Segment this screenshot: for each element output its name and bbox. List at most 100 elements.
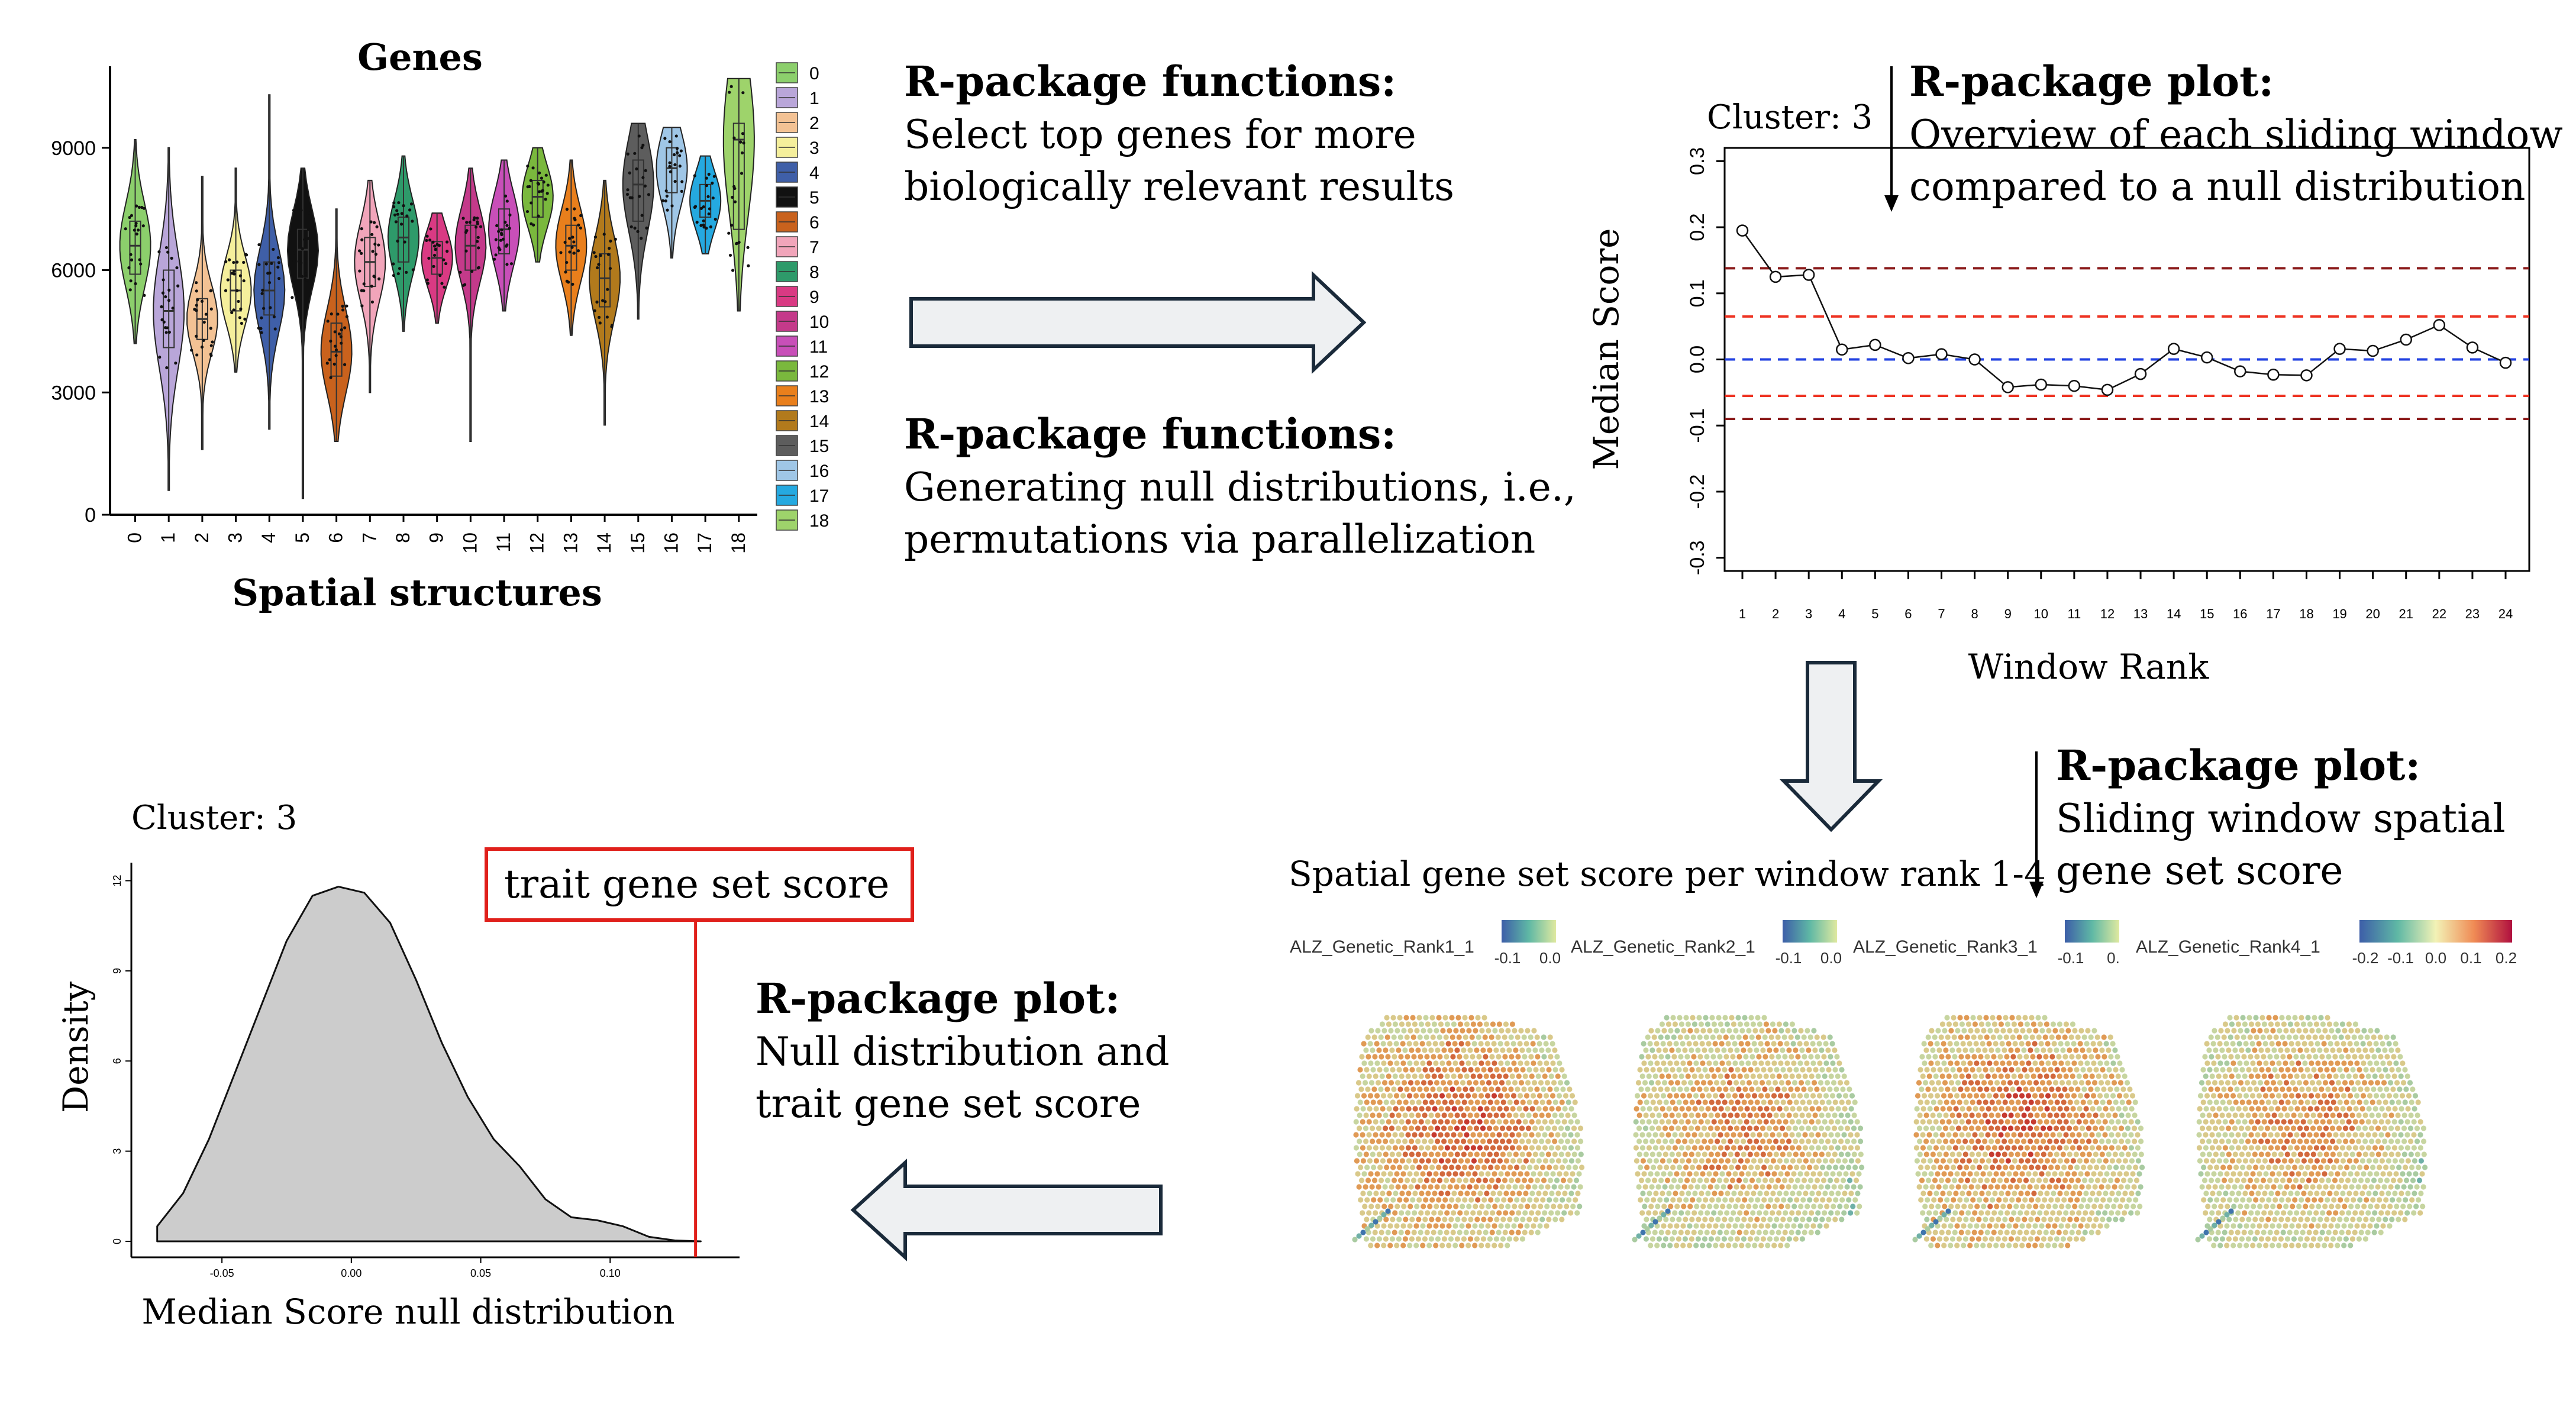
spatial-spot [2250,1060,2256,1066]
spatial-spot [2221,1034,2227,1040]
spatial-spot [1982,1236,1988,1242]
spatial-spot [1363,1236,1369,1242]
spatial-spot [2041,1236,2046,1242]
spatial-spot [2200,1067,2206,1073]
spatial-spot [1634,1106,1639,1112]
spatial-spot [1532,1112,1538,1118]
spatial-spot [1357,1138,1363,1144]
spatial-spot [2130,1171,2136,1177]
spatial-spot [1464,1132,1470,1138]
spatial-spot [1767,1067,1773,1073]
spatial-spot [1712,1190,1718,1196]
spatial-spot [2294,1119,2300,1125]
spatial-spot [1515,1229,1521,1235]
spatial-spot [2038,1158,2044,1164]
spatial-spot [2384,1034,2390,1040]
spatial-spot [1425,1190,1431,1196]
spatial-spot [1968,1184,1974,1190]
spatial-spot [1794,1177,1801,1183]
spatial-spot [1535,1073,1541,1079]
spatial-spot [1516,1132,1522,1138]
spatial-spot [2206,1138,2212,1144]
spatial-spot [2073,1138,2079,1144]
violin-point [579,214,583,217]
spatial-spot [1972,1132,1978,1138]
spatial-spot [1819,1047,1825,1053]
spatial-spot [2289,1060,2295,1066]
spatial-spot [1998,1210,2004,1216]
spatial-spot [2307,1106,2313,1112]
spatial-spot [1448,1047,1454,1053]
spatial-spot [1716,1164,1722,1170]
spatial-spot [1978,1145,1984,1151]
spatial-spot [1819,1216,1825,1222]
violin-point [661,199,665,202]
spatial-spot [1389,1138,1395,1144]
violin-point [540,176,544,180]
spatial-spot [1691,1054,1697,1060]
spatial-spot [1766,1125,1773,1131]
violin-point [635,167,638,171]
spatial-spot [2040,1125,2046,1131]
spatial-spot [1394,1203,1400,1209]
median-score-point [1935,348,1948,360]
spatial-spot [2060,1151,2066,1157]
spatial-spot [1383,1112,1389,1118]
spatial-spot [2039,1080,2046,1086]
spatial-spot [1836,1171,1842,1177]
spatial-spot [1450,1086,1455,1092]
spatial-spot [2113,1216,2119,1222]
spatial-spot [2117,1060,2123,1066]
spatial-tissue-map-3 [1912,1015,2145,1248]
spatial-spot [2024,1132,2030,1138]
spatial-spot [2297,1125,2303,1131]
spatial-spot [1476,1086,1481,1092]
spatial-spot [1960,1093,1967,1099]
spatial-spot [1705,1132,1710,1138]
spatial-spot [2004,1054,2010,1060]
violin-point [526,164,530,168]
spatial-spot [1664,1177,1671,1183]
spatial-panel-label: ALZ_Genetic_Rank4_1 [2136,937,2320,957]
spatial-spot [1472,1060,1478,1066]
spatial-spot [1949,1125,1955,1131]
spatial-spot [1965,1145,1971,1151]
spatial-spot [1519,1125,1525,1131]
spatial-spot [2320,1021,2326,1027]
spatial-spot [2102,1210,2108,1216]
spatial-spot [1670,1067,1676,1073]
spatial-spot [1961,1203,1967,1209]
spatial-spot [2057,1158,2063,1164]
spatial-spot [2379,1106,2385,1112]
spatial-spot [1565,1151,1571,1157]
spatial-spot [1746,1080,1752,1086]
spatial-spot [2014,1125,2020,1131]
spatial-spot [1509,1132,1515,1138]
violin-point [727,231,731,235]
spatial-spot [1670,1197,1676,1203]
spatial-spot [2407,1125,2414,1131]
violin-point [429,227,432,231]
spatial-spot [2212,1080,2218,1086]
spatial-spot [1926,1119,1932,1125]
spatial-spot [2055,1086,2061,1092]
spatial-spot [2309,1171,2314,1177]
spatial-spot [2374,1171,2380,1177]
spatial-spot [2099,1151,2105,1157]
spatial-spot [2413,1171,2419,1177]
violin-13 [555,159,587,336]
spatial-spot [1768,1197,1774,1203]
spatial-spot [1755,1197,1761,1203]
spatial-spot [1395,1125,1402,1131]
violin-point [392,262,395,266]
spatial-spot [1696,1164,1702,1170]
spatial-spot [1941,1060,1947,1066]
spatial-spot [1460,1125,1467,1131]
spatial-spot [2039,1243,2045,1248]
spatial-spot [1511,1060,1517,1066]
spatial-spot [1826,1164,1832,1170]
spatial-spot [1738,1158,1744,1164]
spatial-spot [1552,1047,1558,1053]
spatial-spot [2248,1073,2254,1079]
spatial-spot [2096,1190,2102,1196]
